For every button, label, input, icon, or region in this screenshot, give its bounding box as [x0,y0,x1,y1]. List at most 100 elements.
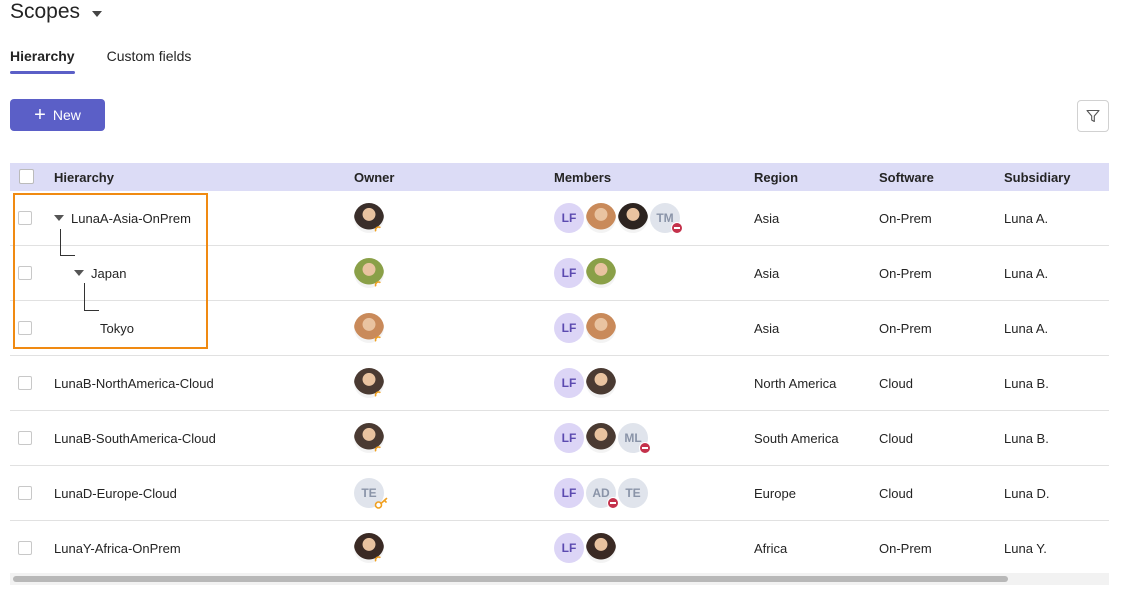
scrollbar-thumb[interactable] [13,576,1008,582]
scope-name: LunaD-Europe-Cloud [54,485,177,501]
key-icon [374,279,384,288]
avatar[interactable] [586,258,616,288]
avatar[interactable]: TM [650,203,683,234]
avatar[interactable]: ML [618,423,651,454]
avatar[interactable]: LF [554,203,584,233]
avatar[interactable] [354,203,384,233]
avatar[interactable] [354,313,384,343]
page-header[interactable]: Scopes [10,0,103,24]
avatar[interactable] [586,368,616,398]
expand-caret-icon[interactable] [54,215,64,221]
avatar[interactable] [586,313,616,343]
tab-custom-fields[interactable]: Custom fields [106,48,192,64]
region-cell: Asia [754,320,780,336]
avatar[interactable]: TE [618,478,648,508]
chevron-down-icon[interactable] [92,10,103,17]
hierarchy-cell[interactable]: Tokyo [100,301,134,355]
hierarchy-cell[interactable]: LunaB-SouthAmerica-Cloud [54,411,216,465]
avatar-initials: LF [561,266,577,280]
avatar[interactable]: LF [554,533,584,563]
column-header-software[interactable]: Software [879,169,934,185]
subsidiary-cell: Luna A. [1004,210,1049,226]
software-cell: On-Prem [879,540,932,556]
region-cell: Africa [754,540,788,556]
plus-icon: + [34,104,46,126]
row-checkbox[interactable] [18,211,32,225]
avatar[interactable] [586,423,616,453]
avatar[interactable] [354,423,384,453]
avatar[interactable]: LF [554,313,584,343]
table-row[interactable]: Japan LF Asia On-Prem Luna A. [10,229,1109,301]
avatar-initials: LF [561,486,577,500]
remove-badge-icon [639,442,651,454]
column-header-owner[interactable]: Owner [354,169,395,185]
avatar[interactable]: TE [354,478,388,509]
software-cell: Cloud [879,485,913,501]
table-row[interactable]: LunaB-SouthAmerica-Cloud LF ML South Americ… [10,411,1109,466]
hierarchy-cell[interactable]: Japan [74,246,126,300]
row-checkbox[interactable] [18,541,32,555]
hierarchy-cell[interactable]: LunaD-Europe-Cloud [54,466,177,520]
tab-hierarchy[interactable]: Hierarchy [10,40,75,74]
horizontal-scrollbar[interactable] [10,573,1109,585]
avatar[interactable]: LF [554,423,584,453]
table-row[interactable]: LunaA-Asia-OnPrem LF TM Asia On-Prem Luna A. [10,191,1109,246]
tree-connector [60,229,75,256]
hierarchy-cell[interactable]: LunaY-Africa-OnPrem [54,521,181,575]
avatar[interactable] [354,368,384,398]
owner-cell [354,521,384,575]
new-button[interactable]: + New [10,99,105,131]
table-row[interactable]: LunaB-NorthAmerica-Cloud LF North America C… [10,356,1109,411]
avatar[interactable]: LF [554,258,584,288]
scope-name: Japan [91,265,127,281]
select-all-checkbox[interactable] [19,169,34,184]
new-button-label: New [52,107,81,123]
avatar[interactable] [618,203,648,233]
avatar[interactable] [354,533,384,563]
avatar-initials: LF [561,431,577,445]
row-checkbox[interactable] [18,431,32,445]
avatar-initials: TM [656,211,674,225]
avatar-initials: LF [561,211,577,225]
region-cell: Asia [754,265,780,281]
avatar[interactable]: LF [554,478,584,508]
avatar-initials: TE [361,486,377,500]
table-row[interactable]: Tokyo LF Asia On-Prem Luna A. [10,283,1109,356]
table-row[interactable]: LunaD-Europe-Cloud TE LF AD TE Europe Cloud Lun… [10,466,1109,521]
members-cell: LF [554,301,616,355]
software-cell: On-Prem [879,265,932,281]
avatar[interactable] [354,258,384,288]
row-checkbox[interactable] [18,321,32,335]
filter-icon [1086,109,1100,123]
row-checkbox[interactable] [18,266,32,280]
table-row[interactable]: LunaY-Africa-OnPrem LF Africa On-Prem Luna Y… [10,521,1109,576]
column-header-subsidiary[interactable]: Subsidiary [1004,169,1071,185]
key-icon [374,224,384,233]
software-cell: On-Prem [879,210,932,226]
software-cell: Cloud [879,375,913,391]
avatar-initials: TE [625,486,641,500]
expand-caret-icon[interactable] [74,270,84,276]
column-header-members[interactable]: Members [554,169,612,185]
members-cell: LF [554,246,616,300]
avatar-initials: LF [561,541,577,555]
column-header-hierarchy[interactable]: Hierarchy [54,169,114,185]
avatar[interactable]: AD [586,478,619,509]
software-cell: Cloud [879,430,913,446]
row-checkbox[interactable] [18,376,32,390]
hierarchy-cell[interactable]: LunaB-NorthAmerica-Cloud [54,356,214,410]
avatar[interactable]: LF [554,368,584,398]
subsidiary-cell: Luna B. [1004,430,1049,446]
avatar[interactable] [586,533,616,563]
table-header: Hierarchy Owner Members Region Software … [10,163,1109,191]
members-cell: LF AD TE [554,466,648,520]
subsidiary-cell: Luna D. [1004,485,1050,501]
row-checkbox[interactable] [18,486,32,500]
column-header-region[interactable]: Region [754,169,799,185]
avatar[interactable] [586,203,616,233]
hierarchy-cell[interactable]: LunaA-Asia-OnPrem [54,191,191,245]
tree-connector [84,283,99,311]
filter-button[interactable] [1077,100,1109,132]
owner-cell [354,301,384,355]
members-cell: LF TM [554,191,683,245]
